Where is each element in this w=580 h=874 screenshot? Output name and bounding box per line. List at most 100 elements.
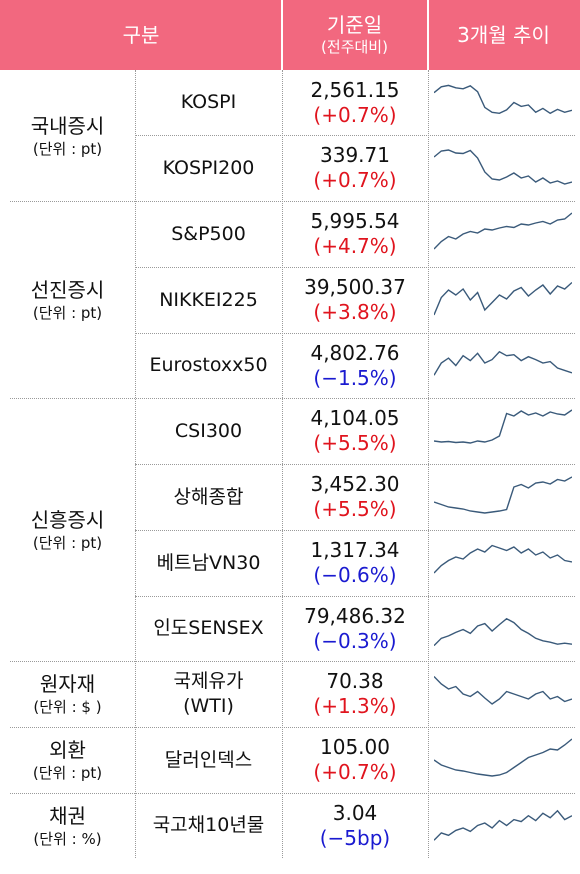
- value-cell: 3.04 (−5bp): [282, 793, 428, 858]
- value-cell: 339.71 (+0.7%): [282, 135, 428, 201]
- header-category-label: 구분: [122, 23, 160, 47]
- trend-sparkline: [434, 676, 572, 705]
- category-name: 신흥증시: [30, 507, 105, 532]
- category-name: 채권: [49, 803, 86, 828]
- value-cell: 4,104.05 (+5.5%): [282, 398, 428, 464]
- item-name: KOSPI: [180, 91, 237, 113]
- item-name: S&P500: [171, 222, 246, 245]
- category-unit: (단위 : pt): [32, 533, 103, 552]
- base-value: 4,104.05: [310, 406, 400, 430]
- sparkline-path: [434, 738, 572, 777]
- weekly-change: (+5.5%): [313, 497, 397, 521]
- base-value: 1,317.34: [310, 538, 400, 562]
- category-cell: 외환 (단위 : pt): [0, 727, 135, 793]
- row-divider: [135, 333, 575, 334]
- weekly-change: (+0.7%): [313, 102, 397, 127]
- item-name: 인도SENSEX: [153, 617, 264, 639]
- category-unit: (단위 : pt): [32, 139, 103, 158]
- column-divider: [135, 70, 136, 858]
- category-cell: 원자재 (단위 : $ ): [0, 661, 135, 727]
- value-cell: 70.38 (+1.3%): [282, 661, 428, 727]
- base-value: 79,486.32: [304, 603, 406, 628]
- header-trend-label: 3개월 추이: [457, 23, 550, 47]
- base-value: 105.00: [320, 735, 390, 759]
- header-divider: [281, 0, 283, 70]
- value-cell: 2,561.15 (+0.7%): [282, 70, 428, 135]
- column-divider: [428, 70, 429, 858]
- sparkline-path: [434, 350, 572, 376]
- item-name: KOSPI200: [162, 156, 255, 179]
- item-name: 국고채10년물: [152, 814, 265, 836]
- base-value: 2,561.15: [310, 77, 400, 102]
- group-divider: [10, 661, 575, 662]
- weekly-change: (−1.5%): [313, 365, 397, 390]
- header-trend: 3개월 추이: [427, 0, 580, 70]
- group-divider: [10, 793, 575, 794]
- row-divider: [135, 267, 575, 268]
- row-divider: [135, 464, 575, 465]
- item-name: CSI300: [174, 419, 243, 442]
- base-value: 5,995.54: [310, 209, 400, 233]
- item-name: Eurostoxx50: [149, 354, 268, 376]
- weekly-change: (+3.8%): [313, 300, 397, 324]
- trend-sparkline: [434, 212, 572, 250]
- value-cell: 79,486.32 (−0.3%): [282, 596, 428, 661]
- base-value: 3.04: [332, 800, 378, 825]
- weekly-change: (−0.6%): [313, 563, 397, 587]
- group-divider: [10, 398, 575, 399]
- sparkline-path: [434, 617, 572, 647]
- header-value-title: 기준일: [326, 13, 383, 37]
- trend-sparkline: [434, 544, 572, 574]
- base-value: 4,802.76: [310, 340, 400, 365]
- item-name: 국제유가 (WTI): [173, 670, 244, 717]
- value-cell: 4,802.76 (−1.5%): [282, 333, 428, 398]
- trend-sparkline: [434, 409, 572, 444]
- value-cell: 5,995.54 (+4.7%): [282, 201, 428, 267]
- item-name: NIKKEI225: [159, 288, 258, 311]
- category-unit: (단위 : pt): [32, 303, 103, 322]
- row-divider: [135, 135, 575, 136]
- header-divider: [427, 0, 429, 70]
- weekly-change: (+4.7%): [313, 234, 397, 258]
- sparkline-path: [434, 476, 572, 514]
- trend-sparkline: [434, 84, 572, 115]
- group-divider: [10, 727, 575, 728]
- trend-sparkline: [434, 149, 572, 185]
- base-value: 3,452.30: [310, 472, 400, 496]
- base-value: 39,500.37: [304, 275, 406, 299]
- trend-sparkline: [434, 809, 572, 841]
- header-value-sub: (전주대비): [321, 38, 388, 56]
- weekly-change: (+0.7%): [313, 760, 397, 784]
- sparkline-path: [434, 676, 572, 705]
- row-divider: [135, 530, 575, 531]
- category-unit: (단위 : pt): [32, 764, 103, 782]
- category-name: 외환: [49, 738, 86, 762]
- category-cell: 신흥증시 (단위 : pt): [0, 398, 135, 661]
- sparkline-path: [434, 149, 572, 185]
- weekly-change: (+5.5%): [313, 431, 397, 455]
- value-cell: 39,500.37 (+3.8%): [282, 267, 428, 333]
- trend-sparkline: [434, 350, 572, 376]
- trend-sparkline: [434, 738, 572, 777]
- category-cell: 채권 (단위 : %): [0, 793, 135, 858]
- header-category: 구분: [0, 0, 282, 70]
- category-unit: (단위 : $ ): [33, 698, 102, 716]
- trend-sparkline: [434, 617, 572, 647]
- value-cell: 1,317.34 (−0.6%): [282, 530, 428, 596]
- weekly-change: (−0.3%): [313, 628, 397, 653]
- weekly-change: (+1.3%): [313, 694, 397, 718]
- category-name: 국내증시: [30, 113, 105, 138]
- item-name: 베트남VN30: [156, 551, 261, 574]
- sparkline-path: [434, 809, 572, 841]
- item-name: 달러인덱스: [164, 748, 253, 771]
- value-cell: 105.00 (+0.7%): [282, 727, 428, 793]
- category-cell: 선진증시 (단위 : pt): [0, 201, 135, 398]
- sparkline-path: [434, 212, 572, 250]
- weekly-change: (+0.7%): [313, 168, 397, 192]
- group-divider: [10, 201, 575, 202]
- sparkline-path: [434, 544, 572, 574]
- category-unit: (단위 : %): [33, 829, 102, 848]
- category-cell: 국내증시 (단위 : pt): [0, 70, 135, 201]
- column-divider: [282, 70, 283, 858]
- trend-sparkline: [434, 476, 572, 514]
